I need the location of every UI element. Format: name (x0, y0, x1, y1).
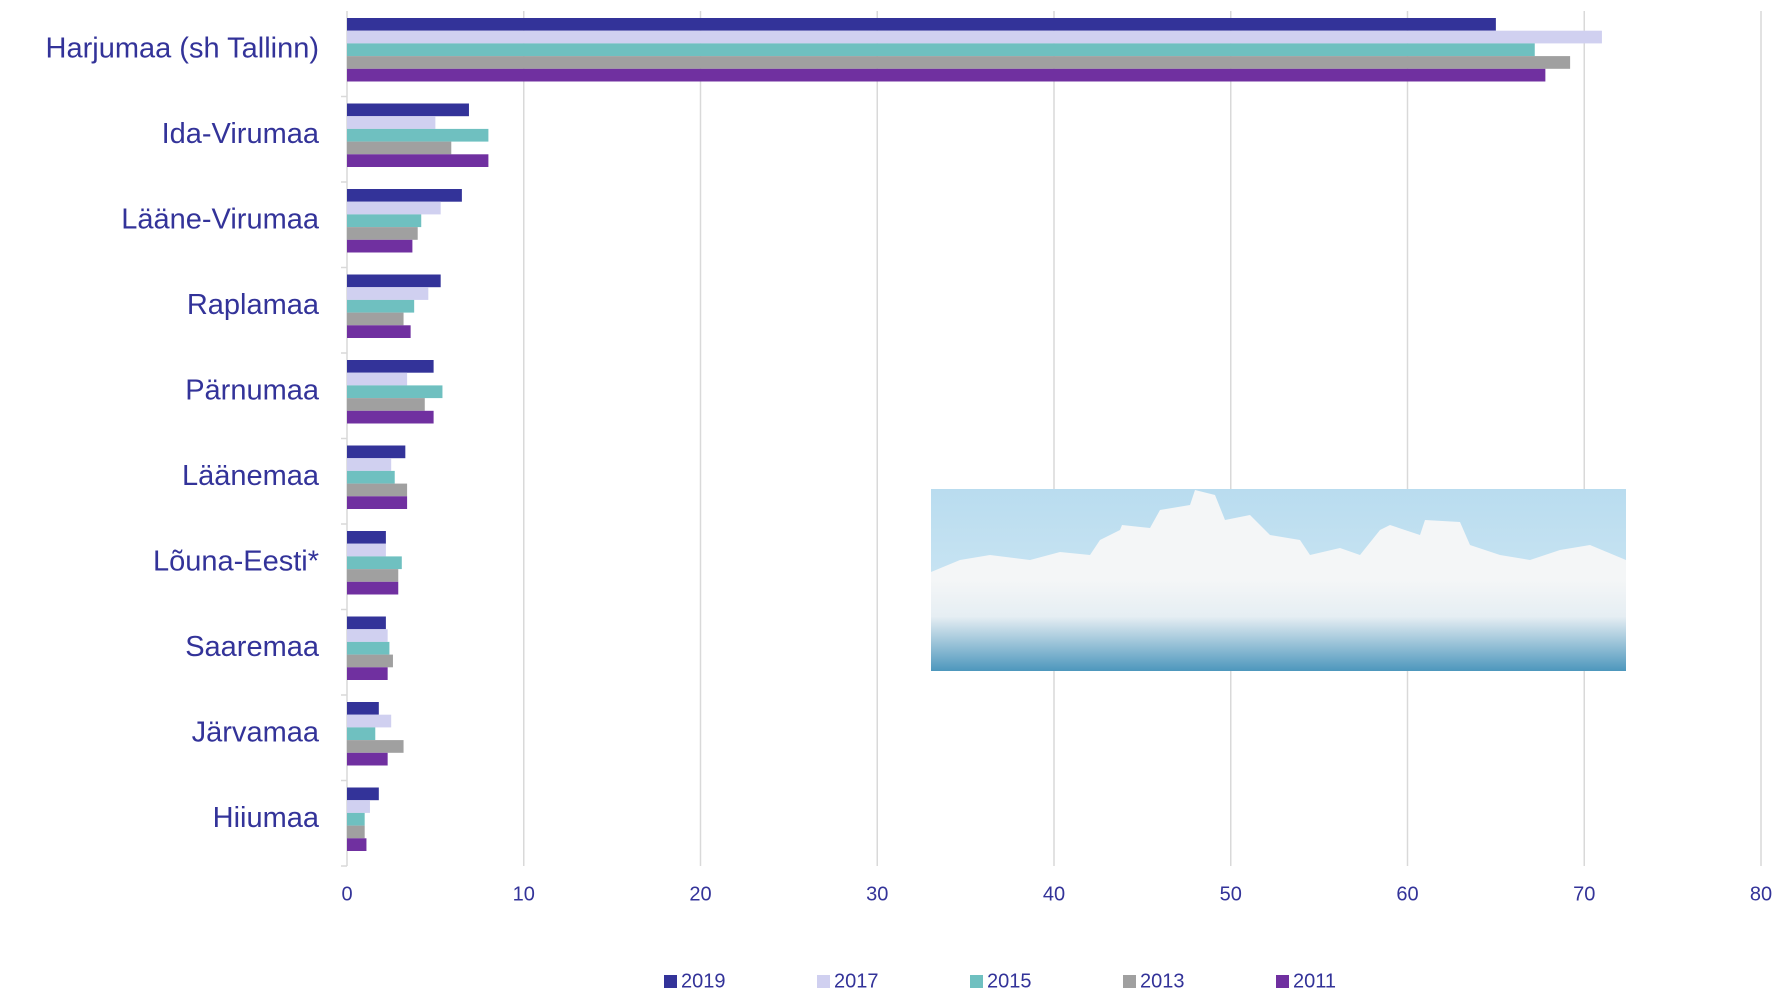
bar (347, 201, 441, 215)
bar (347, 641, 390, 655)
bar (347, 189, 462, 202)
category-label: Ida-Virumaa (162, 118, 320, 150)
x-tick-label: 80 (1750, 883, 1772, 905)
bar (347, 616, 386, 630)
bar (347, 287, 429, 300)
x-tick-label: 20 (689, 883, 711, 905)
category-label: Raplamaa (187, 289, 320, 321)
legend-swatch (664, 975, 677, 988)
bar (347, 496, 408, 509)
bar (347, 312, 404, 326)
legend-swatch (970, 975, 983, 988)
legend-swatch (1276, 975, 1289, 988)
bar (347, 445, 406, 459)
skyline-picture (931, 489, 1626, 671)
category-label: Pärnumaa (185, 374, 320, 406)
bar (347, 18, 1496, 31)
bar (347, 629, 388, 642)
legend-label: 2019 (681, 970, 726, 990)
bar (347, 227, 418, 240)
bar (347, 239, 413, 253)
legend-swatch (1123, 975, 1136, 988)
bar (347, 214, 422, 228)
bar (347, 458, 392, 471)
category-label: Saaremaa (185, 631, 320, 663)
bar (347, 483, 408, 497)
category-label: Hiiumaa (213, 802, 320, 834)
bar (347, 531, 386, 544)
bar (347, 128, 489, 142)
bar (347, 103, 469, 117)
bar (347, 43, 1535, 57)
bar (347, 398, 425, 411)
category-label: Läänemaa (182, 460, 320, 492)
bar (347, 667, 388, 680)
x-tick-label: 50 (1220, 883, 1242, 905)
bar (347, 30, 1602, 44)
x-tick-label: 30 (866, 883, 888, 905)
bar (347, 410, 434, 424)
bar (347, 825, 365, 839)
x-tick-label: 70 (1573, 883, 1595, 905)
bar (347, 68, 1546, 82)
x-tick-label: 60 (1396, 883, 1418, 905)
bar (347, 543, 386, 557)
x-tick-label: 10 (513, 883, 535, 905)
bar (347, 787, 379, 801)
bar (347, 740, 404, 753)
bar (347, 274, 441, 288)
bar (347, 556, 402, 570)
category-label: Järvamaa (192, 716, 320, 748)
x-tick-label: 40 (1043, 883, 1065, 905)
legend-label: 2017 (834, 970, 879, 990)
bar (347, 154, 489, 167)
bar (347, 299, 415, 313)
legend-swatch (817, 975, 830, 988)
bar (347, 727, 376, 741)
bar (347, 372, 408, 386)
bar (347, 470, 395, 484)
bar (347, 360, 434, 373)
bar (347, 812, 365, 826)
bar (347, 702, 379, 715)
bar (347, 752, 388, 766)
bar (347, 56, 1571, 69)
bar (347, 385, 443, 399)
grid (523, 11, 1762, 866)
category-label: Harjumaa (sh Tallinn) (46, 32, 319, 64)
bar (347, 714, 392, 728)
category-label: Lõuna-Eesti* (153, 545, 319, 577)
bar (347, 838, 367, 851)
legend-label: 2015 (987, 970, 1032, 990)
bar (347, 581, 399, 595)
x-tick-label: 0 (341, 883, 352, 905)
bar (347, 116, 436, 129)
bar (347, 141, 452, 155)
bar (347, 654, 393, 668)
bar (347, 325, 411, 338)
bar (347, 569, 399, 582)
legend-label: 2013 (1140, 970, 1185, 990)
legend-label: 2011 (1293, 970, 1336, 990)
bar (347, 800, 370, 813)
category-label: Lääne-Virumaa (121, 203, 320, 235)
